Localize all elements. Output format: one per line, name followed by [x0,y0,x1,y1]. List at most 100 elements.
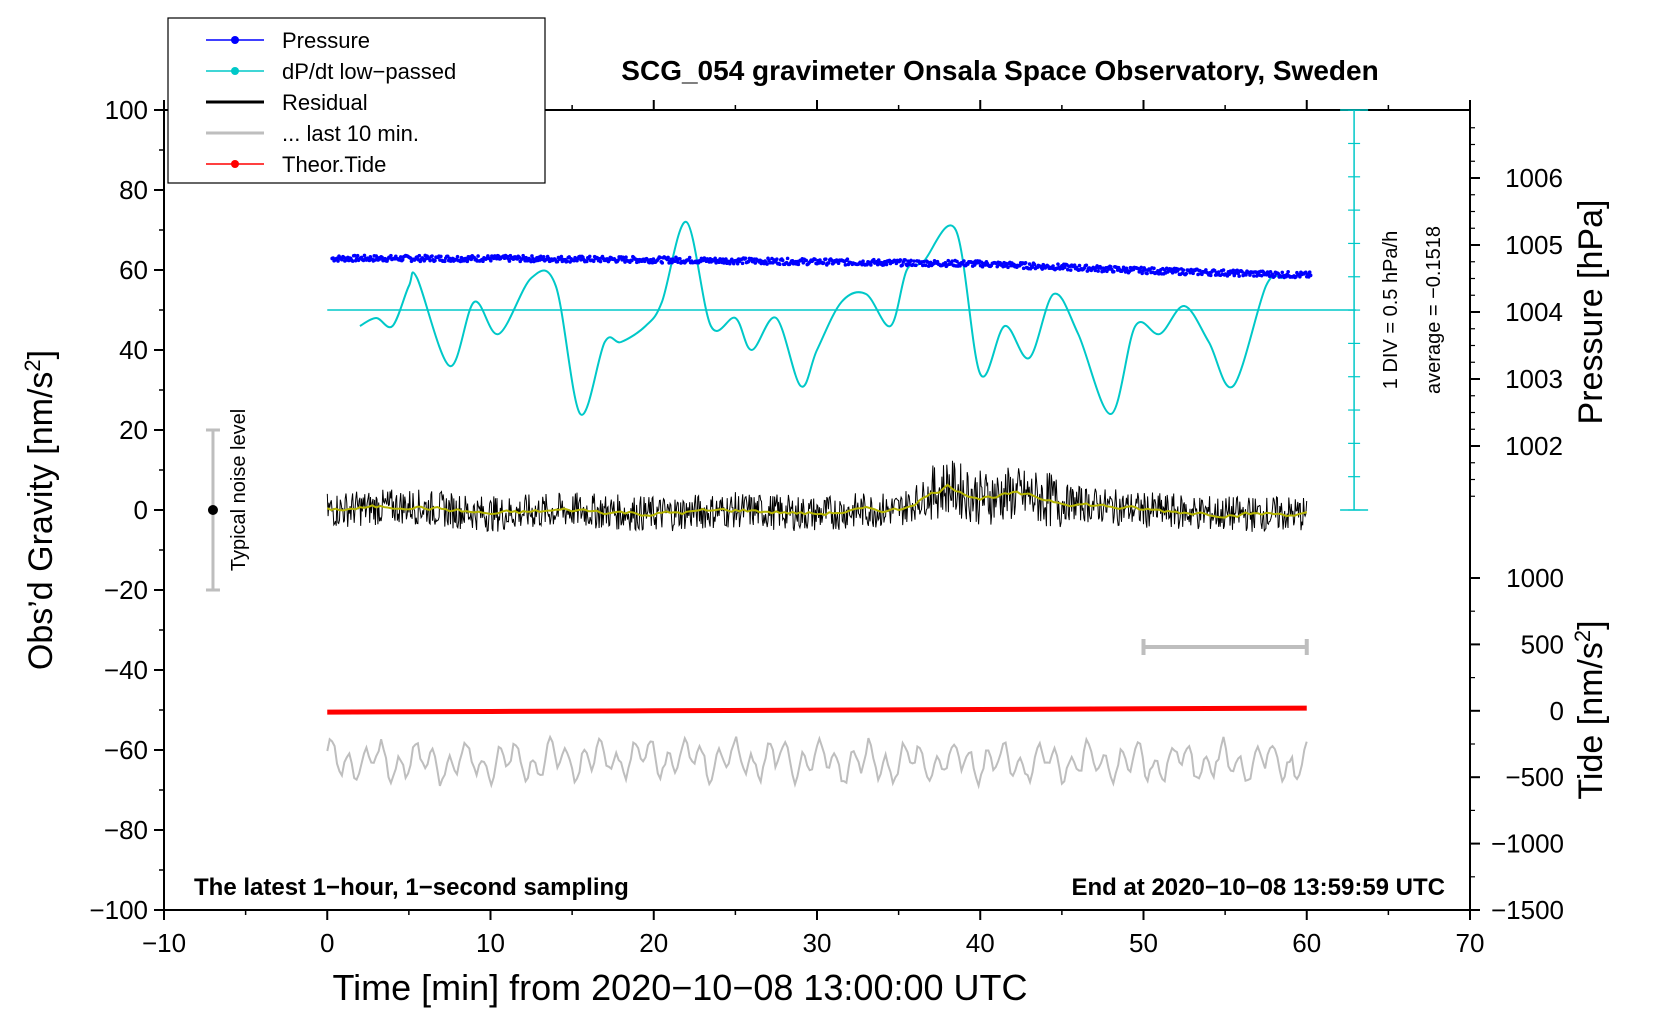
pressure-point [749,256,754,261]
pressure-point [1235,268,1240,273]
pressure-point [1051,264,1055,268]
pressure-point [923,263,928,268]
pressure-point [1056,262,1060,266]
pressure-point [914,263,918,268]
pressure-point [389,253,393,258]
x-tick-label: 0 [320,928,334,958]
pressure-point [546,256,551,261]
pressure-point [1240,269,1244,274]
pressure-point [1307,270,1312,275]
pressure-point [826,261,831,265]
x-tick-label: 50 [1129,928,1158,958]
pressure-point [658,255,663,260]
pressure-point [1068,268,1073,272]
axis-ticks: −10 0 10 20 30 40 50 60 70100806040200−20−40−60−… [89,95,1564,958]
pressure-point [1231,268,1236,273]
pressure-point [753,261,758,265]
dpdt-average-label: average = −0.1518 [1423,226,1445,394]
pressure-point [433,258,437,263]
footer-left: The latest 1−hour, 1−second sampling [194,874,629,901]
pressure-point [869,263,873,267]
pressure-point [735,261,740,266]
y-tick-label-tide: −500 [1505,762,1564,792]
pressure-point [921,259,926,264]
legend-label: Residual [282,90,368,115]
y-tick-label-pressure: 1002 [1505,431,1563,461]
pressure-point [430,254,434,258]
pressure-point [881,263,886,267]
pressure-point [541,255,546,259]
pressure-point [591,259,596,264]
pressure-point [585,259,589,264]
legend-marker [231,67,239,75]
pressure-point [579,258,583,262]
pressure-point [400,257,405,262]
pressure-point [1237,274,1241,278]
pressure-point [439,254,443,259]
pressure-point [829,258,834,263]
pressure-point [1139,265,1144,270]
pressure-point [1196,272,1200,277]
pressure-point [962,259,966,263]
pressure-point [624,255,628,259]
pressure-point [1063,265,1067,270]
pressure-point [1023,260,1028,265]
pressure-point [362,253,367,258]
pressure-point [417,253,422,258]
pressure-point [925,260,930,264]
pressure-point [587,254,592,259]
pressure-point [898,258,903,262]
y-tick-label-gravity: −80 [104,815,148,845]
pressure-point [442,259,447,264]
pressure-point [489,258,493,263]
chart-title: SCG_054 gravimeter Onsala Space Observat… [621,55,1378,86]
x-tick-label: 20 [639,928,668,958]
pressure-point [824,257,828,261]
pressure-point [559,254,564,259]
pressure-point [775,257,779,261]
pressure-point [731,261,736,266]
noise-level-center [207,505,218,515]
pressure-point [1308,273,1313,278]
series-dpdt [359,220,1283,416]
legend-marker [231,160,239,168]
pressure-point [818,258,822,262]
pressure-point [555,259,560,264]
x-axis-label: Time [min] from 2020−10−08 13:00:00 UTC [332,967,1027,1008]
y-tick-label-tide: 0 [1550,696,1564,726]
pressure-point [1040,267,1045,271]
y-axis-label-pressure: Pressure [hPa] [1572,200,1610,425]
pressure-point [822,261,826,265]
pressure-point [676,260,680,264]
legend-label: Theor.Tide [282,152,386,177]
pressure-point [455,254,460,259]
series-theoretical-tide [327,705,1307,715]
x-tick-label: 30 [803,928,832,958]
y-tick-label-pressure: 1006 [1505,163,1563,193]
pressure-point [804,258,809,263]
pressure-point [1268,269,1273,274]
y-tick-label-pressure: 1004 [1505,297,1563,327]
pressure-point [955,259,959,264]
dpdt-scale-label: 1 DIV = 0.5 hPa/h [1380,231,1402,389]
y-tick-label-tide: 500 [1521,629,1564,659]
pressure-point [651,257,656,261]
pressure-point [1138,268,1143,273]
pressure-point [1109,265,1113,269]
pressure-point [717,260,721,265]
pressure-point [740,261,745,266]
pressure-point [1006,265,1010,270]
pressure-point [1065,267,1070,272]
pressure-point [843,263,848,267]
pressure-point [743,256,748,261]
pressure-point [1072,263,1077,267]
pressure-point [845,257,850,261]
y-tick-label-gravity: 60 [119,255,148,285]
x-tick-label: 10 [476,928,505,958]
pressure-point [494,256,499,261]
legend-marker [231,36,239,44]
pressure-point [1143,267,1147,272]
pressure-point [630,258,634,263]
y-tick-label-gravity: −20 [104,575,148,605]
